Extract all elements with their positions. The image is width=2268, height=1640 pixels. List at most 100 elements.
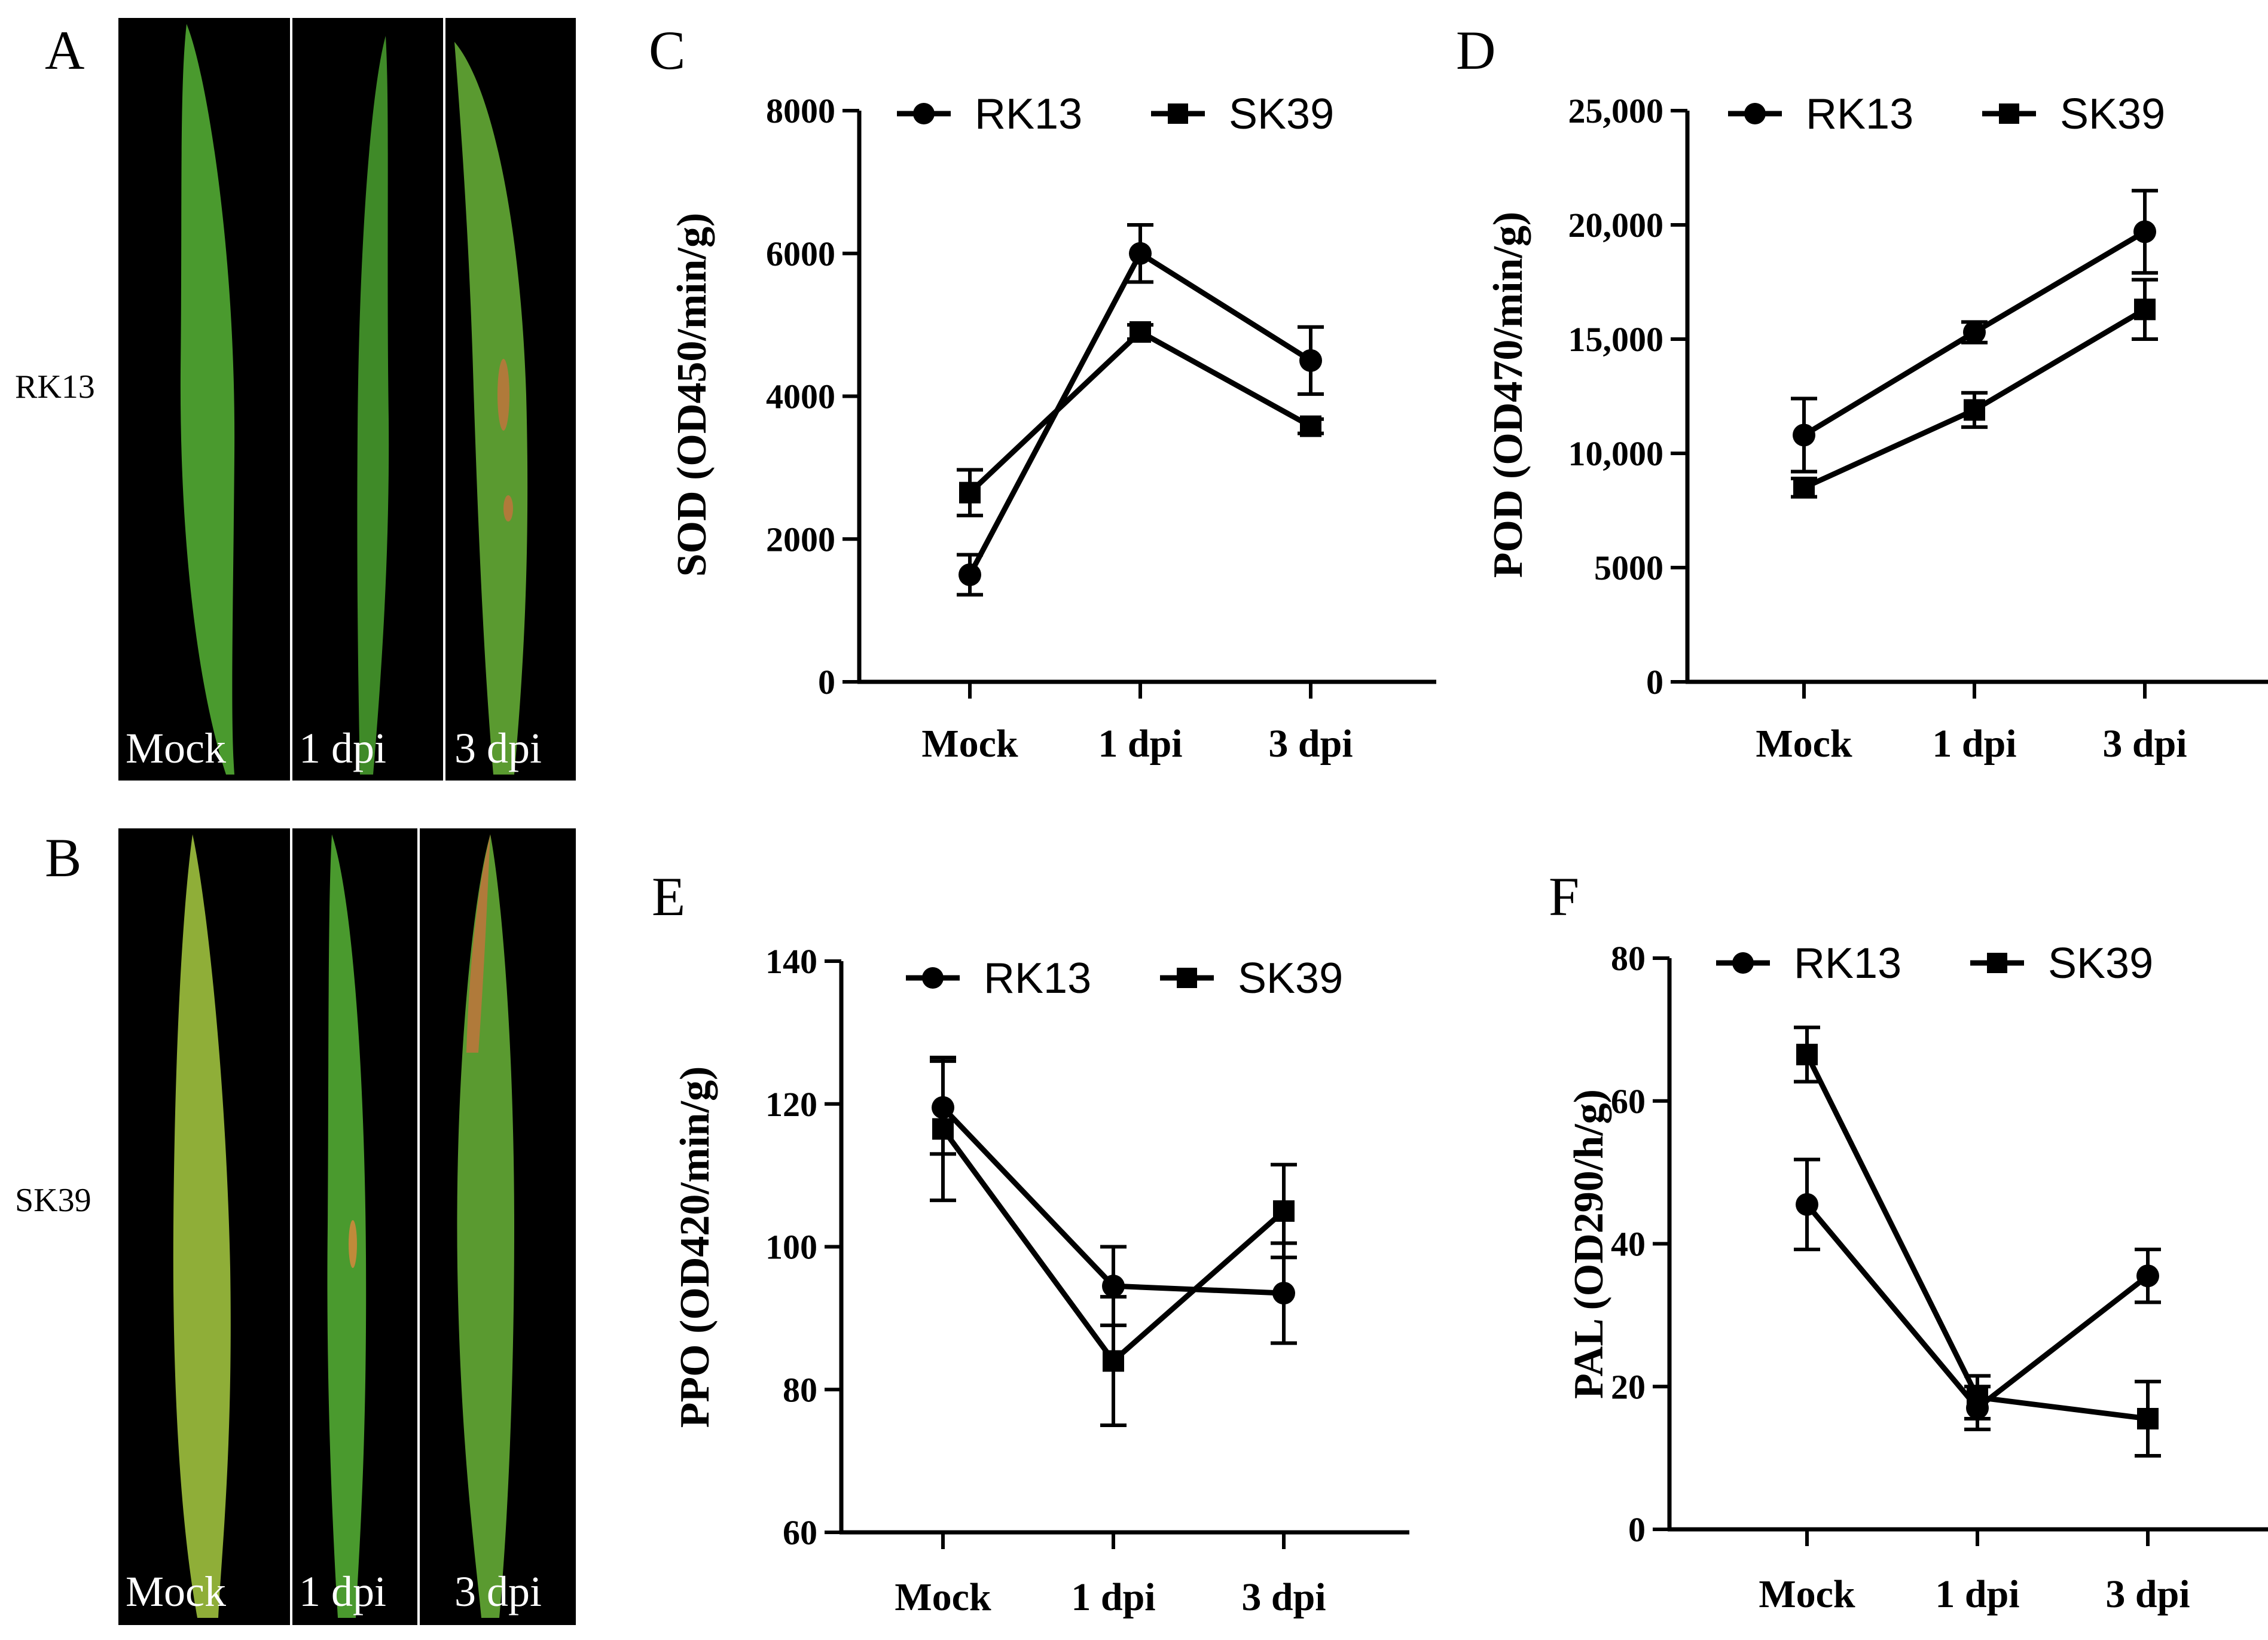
y-tick-label-c-1: 2000 [766,520,835,559]
data-point-d-rk13-0 [1793,423,1815,447]
legend-marker-c-sk39 [1168,103,1188,124]
legend-marker-d-sk39 [1999,103,2019,124]
series-line-f-sk39 [1804,1053,2148,1422]
leaf-b-mock [173,834,231,1618]
data-point-c-sk39-0 [959,481,981,504]
data-point-d-rk13-1 [1963,321,1986,344]
data-point-d-sk39-2 [2134,298,2156,321]
lesion-a-2 [503,495,513,522]
data-point-e-rk13-2 [1272,1282,1295,1305]
row-label-rk13: RK13 [15,368,95,406]
photo-a-caption-1dpi: 1 dpi [299,724,386,772]
row-label-sk39: SK39 [15,1182,91,1219]
data-point-d-rk13-2 [2133,220,2156,243]
data-point-e-rk13-1 [1102,1275,1125,1298]
photo-b-caption-3dpi: 3 dpi [454,1568,542,1615]
legend-label-e-sk39: SK39 [1238,955,1343,1002]
legend-marker-e-sk39 [1177,968,1197,988]
y-tick-label-c-4: 8000 [766,92,835,130]
y-tick-label-c-3: 6000 [766,234,835,273]
y-tick-label-c-2: 4000 [766,377,835,416]
y-axis-title-c: SOD (OD450/min/g) [669,213,715,577]
legend-label-e-rk13: RK13 [984,955,1091,1002]
data-point-c-rk13-1 [1129,242,1152,265]
y-axis-title-e: PPO (OD420/min/g) [672,1066,718,1428]
y-tick-label-d-5: 25,000 [1568,92,1664,130]
legend-marker-d-rk13 [1744,103,1766,124]
photo-b-caption-mock: Mock [126,1568,226,1615]
data-point-f-sk39-1 [1967,1386,1988,1409]
panel-letter-d: D [1456,20,1495,81]
y-tick-label-f-3: 60 [1611,1082,1646,1121]
data-point-c-rk13-2 [1299,349,1322,372]
x-tick-label-d-2: 3 dpi [2102,722,2187,766]
y-tick-label-d-4: 20,000 [1568,206,1664,245]
chart-d-pod: D 0 5000 10,000 15,000 20,000 25,000 Mock 1 dpi 3… [1456,20,2268,766]
chart-c-sod: C 0 2000 4000 6000 8000 Mock 1 dpi 3 dpi SOD (OD4… [649,20,1436,766]
series-line-c-sk39 [967,329,1312,495]
y-tick-label-f-4: 80 [1611,939,1646,978]
y-axis-title-f: PAL (OD290/h/g) [1566,1089,1612,1399]
panel-letter-e: E [652,866,685,927]
photo-panel-b: Mock 1 dpi 3 dpi [118,828,576,1625]
series-line-c-rk13 [967,251,1312,577]
x-tick-label-d-0: Mock [1756,722,1852,766]
photo-panel-a: Mock 1 dpi 3 dpi [118,18,576,781]
y-tick-label-e-3: 120 [765,1085,817,1124]
y-tick-label-e-4: 140 [765,942,817,981]
data-point-d-sk39-1 [1964,399,1985,421]
leaf-a-mock [180,24,235,775]
legend-label-f-rk13: RK13 [1794,940,1901,987]
data-point-c-sk39-1 [1130,321,1151,343]
panel-letter-a: A [45,20,84,81]
data-point-e-sk39-1 [1103,1350,1124,1372]
leaf-a-3dpi [454,42,528,775]
y-axis-title-d: POD (OD470/min/g) [1485,212,1531,578]
data-point-d-sk39-0 [1793,477,1815,499]
y-tick-label-d-3: 15,000 [1568,320,1664,359]
legend-label-c-rk13: RK13 [975,90,1082,138]
data-point-c-rk13-0 [959,563,981,586]
data-point-f-rk13-0 [1796,1193,1818,1216]
y-tick-label-f-0: 0 [1628,1510,1646,1549]
data-point-f-rk13-2 [2136,1264,2159,1288]
lesion-a-1 [497,359,509,431]
panel-letter-f: F [1549,866,1579,927]
y-tick-label-e-0: 60 [783,1513,817,1552]
data-point-f-sk39-2 [2137,1407,2159,1429]
chart-e-ppo: E 60 80 100 120 140 Mock 1 dpi 3 dpi PPO (OD420/m… [652,866,1409,1619]
x-tick-label-e-2: 3 dpi [1241,1575,1326,1619]
data-point-e-sk39-0 [932,1118,954,1140]
data-point-f-sk39-0 [1796,1044,1818,1066]
y-tick-label-d-2: 10,000 [1568,434,1664,473]
legend-label-c-sk39: SK39 [1229,90,1334,138]
x-tick-label-e-1: 1 dpi [1071,1575,1155,1619]
leaf-b-1dpi [327,834,367,1618]
y-tick-label-e-2: 100 [765,1228,817,1267]
leaf-a-1dpi [357,36,389,775]
y-tick-label-d-0: 0 [1646,663,1663,702]
x-tick-label-c-0: Mock [921,722,1018,766]
legend-marker-e-rk13 [922,967,944,989]
legend-label-d-rk13: RK13 [1806,90,1913,138]
legend-marker-f-sk39 [1987,953,2007,973]
lesion-b-1 [466,834,490,1053]
x-tick-label-f-0: Mock [1759,1572,1855,1616]
x-tick-label-f-2: 3 dpi [2105,1572,2190,1616]
x-tick-label-c-2: 3 dpi [1268,722,1353,766]
panel-letter-c: C [649,20,685,81]
legend-marker-c-rk13 [913,103,935,124]
x-tick-label-d-1: 1 dpi [1932,722,2016,766]
panel-letter-b: B [45,827,81,888]
y-tick-label-f-1: 20 [1611,1367,1646,1406]
y-tick-label-f-2: 40 [1611,1225,1646,1264]
x-tick-label-e-0: Mock [895,1575,991,1619]
photo-b-caption-1dpi: 1 dpi [299,1568,386,1615]
y-tick-label-c-0: 0 [818,663,835,702]
x-tick-label-f-1: 1 dpi [1935,1572,2019,1616]
legend-marker-f-rk13 [1732,952,1754,974]
photo-a-caption-3dpi: 3 dpi [454,724,542,772]
legend-label-d-sk39: SK39 [2060,90,2165,138]
photo-a-caption-mock: Mock [126,724,226,772]
